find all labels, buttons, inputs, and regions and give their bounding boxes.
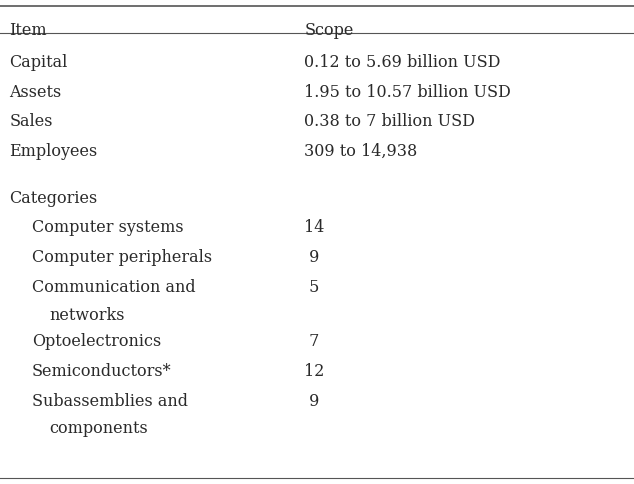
Text: 9: 9 [304,392,320,409]
Text: Capital: Capital [10,54,68,71]
Text: Computer peripherals: Computer peripherals [32,249,212,266]
Text: Computer systems: Computer systems [32,219,183,236]
Text: 0.12 to 5.69 billion USD: 0.12 to 5.69 billion USD [304,54,501,71]
Text: Item: Item [10,22,47,39]
Text: 7: 7 [304,332,320,349]
Text: 309 to 14,938: 309 to 14,938 [304,143,418,160]
Text: Scope: Scope [304,22,354,39]
Text: networks: networks [49,306,125,323]
Text: components: components [49,420,148,437]
Text: Communication and: Communication and [32,278,195,295]
Text: 1.95 to 10.57 billion USD: 1.95 to 10.57 billion USD [304,83,511,101]
Text: Optoelectronics: Optoelectronics [32,332,161,349]
Text: Employees: Employees [10,143,98,160]
Text: 14: 14 [304,219,325,236]
Text: Assets: Assets [10,83,61,101]
Text: 0.38 to 7 billion USD: 0.38 to 7 billion USD [304,113,476,130]
Text: 5: 5 [304,278,320,295]
Text: 9: 9 [304,249,320,266]
Text: Semiconductors*: Semiconductors* [32,362,171,379]
Text: Sales: Sales [10,113,53,130]
Text: Subassemblies and: Subassemblies and [32,392,188,409]
Text: 12: 12 [304,362,325,379]
Text: Categories: Categories [10,189,98,206]
